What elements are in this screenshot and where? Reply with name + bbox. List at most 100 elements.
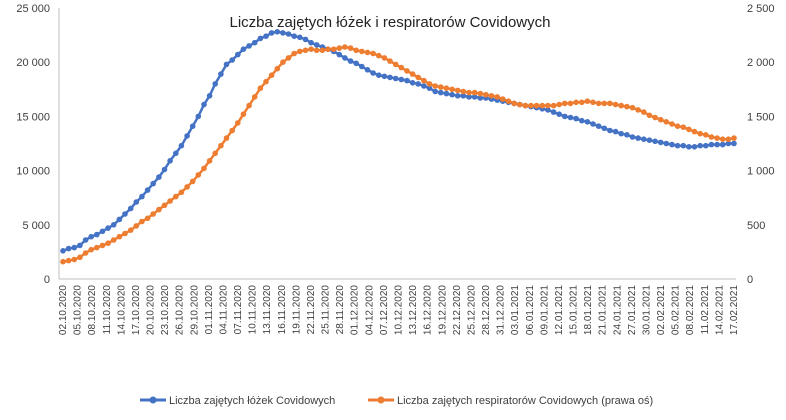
left-axis-ticks: 0 5 000 10 000 15 000 20 000 25 000: [16, 3, 50, 286]
series-ventilators: [60, 44, 737, 265]
x-tick-label: 12.01.2021: [554, 285, 565, 335]
data-point-ventilators: [392, 61, 399, 68]
data-point-ventilators: [494, 94, 501, 100]
x-tick-label: 01.11.2020: [204, 285, 215, 335]
data-point-ventilators: [409, 71, 416, 77]
data-point-beds: [387, 74, 393, 81]
data-point-ventilators: [223, 135, 230, 141]
right-tick-label: 0: [747, 274, 753, 286]
data-point-ventilators: [449, 86, 455, 93]
data-point-ventilators: [274, 65, 281, 72]
legend-swatch-marker-beds: [149, 396, 157, 404]
x-axis-ticks: 02.10.2020 05.10.2020 08.10.2020 11.10.2020…: [58, 285, 740, 335]
x-tick-label: 29.10.2020: [189, 285, 200, 335]
data-point-beds: [595, 123, 602, 129]
data-point-ventilators: [522, 102, 529, 109]
data-point-ventilators: [635, 107, 641, 113]
x-tick-label: 04.11.2020: [218, 285, 229, 335]
data-point-ventilators: [71, 256, 78, 263]
data-point-ventilators: [719, 136, 726, 142]
data-point-beds: [449, 91, 455, 98]
x-tick-label: 11.10.2020: [102, 285, 113, 335]
data-point-beds: [376, 72, 382, 78]
x-tick-label: 22.12.2020: [452, 285, 463, 335]
data-point-beds: [139, 193, 145, 200]
data-point-ventilators: [133, 223, 140, 229]
data-point-ventilators: [195, 172, 202, 178]
data-point-beds: [77, 242, 83, 249]
legend-label-beds: Liczba zajętych łóżek Covidowych: [169, 395, 335, 407]
data-point-ventilators: [347, 45, 354, 51]
data-point-beds: [590, 121, 596, 127]
data-point-beds: [708, 141, 715, 148]
data-point-ventilators: [550, 102, 557, 109]
data-point-beds: [364, 67, 371, 73]
data-point-ventilators: [477, 90, 484, 97]
data-point-ventilators: [471, 89, 478, 96]
data-point-ventilators: [646, 112, 653, 119]
x-tick-label: 11.02.2021: [700, 285, 711, 335]
data-point-beds: [336, 51, 343, 58]
data-point-beds: [212, 81, 218, 87]
data-point-ventilators: [539, 102, 546, 109]
data-point-beds: [110, 222, 117, 228]
x-tick-label: 07.12.2020: [379, 285, 390, 335]
x-tick-label: 24.01.2021: [612, 285, 623, 335]
data-point-ventilators: [641, 109, 647, 115]
data-point-beds: [573, 115, 579, 122]
data-point-beds: [285, 31, 292, 37]
right-tick-label: 2 500: [747, 3, 775, 15]
data-point-ventilators: [218, 142, 224, 149]
data-point-ventilators: [584, 98, 591, 104]
data-point-beds: [392, 75, 399, 82]
data-point-ventilators: [567, 100, 574, 107]
data-point-ventilators: [246, 102, 252, 109]
data-point-ventilators: [297, 48, 303, 55]
data-point-ventilators: [505, 98, 512, 104]
x-tick-label: 28.12.2020: [481, 285, 492, 335]
data-point-ventilators: [725, 136, 732, 142]
data-point-ventilators: [607, 100, 613, 107]
data-point-beds: [251, 39, 258, 46]
data-point-ventilators: [618, 102, 624, 109]
x-tick-label: 04.12.2020: [364, 285, 375, 335]
data-point-ventilators: [376, 52, 382, 59]
data-point-ventilators: [595, 100, 602, 107]
data-point-ventilators: [359, 48, 365, 55]
data-point-beds: [612, 128, 619, 135]
data-point-beds: [381, 73, 388, 80]
data-point-ventilators: [263, 78, 269, 85]
data-point-beds: [127, 205, 134, 212]
data-point-beds: [342, 55, 348, 61]
data-point-ventilators: [308, 46, 314, 52]
data-point-ventilators: [150, 211, 156, 217]
data-point-ventilators: [82, 250, 89, 256]
data-point-ventilators: [590, 99, 596, 106]
data-point-ventilators: [573, 99, 579, 106]
data-point-beds: [88, 233, 94, 240]
data-point-beds: [714, 141, 720, 148]
data-point-ventilators: [652, 114, 658, 121]
x-tick-label: 31.12.2020: [496, 285, 507, 335]
data-point-ventilators: [624, 103, 630, 110]
data-point-ventilators: [533, 102, 540, 109]
x-tick-label: 30.01.2021: [641, 285, 652, 335]
series-layer: [60, 29, 737, 265]
data-point-beds: [189, 123, 196, 129]
data-point-ventilators: [657, 116, 664, 123]
x-tick-label: 26.10.2020: [175, 285, 186, 335]
data-point-beds: [669, 141, 675, 148]
data-point-beds: [370, 70, 376, 76]
legend-swatch-marker-ventilators: [377, 396, 385, 404]
data-point-beds: [173, 150, 179, 157]
data-point-ventilators: [674, 123, 681, 129]
data-point-ventilators: [556, 101, 562, 108]
data-point-beds: [359, 63, 365, 70]
data-point-beds: [347, 58, 354, 64]
x-tick-label: 14.02.2021: [714, 285, 725, 335]
data-point-ventilators: [404, 68, 410, 74]
x-tick-label: 16.12.2020: [423, 285, 434, 335]
data-point-ventilators: [708, 134, 715, 140]
data-point-beds: [291, 33, 298, 39]
